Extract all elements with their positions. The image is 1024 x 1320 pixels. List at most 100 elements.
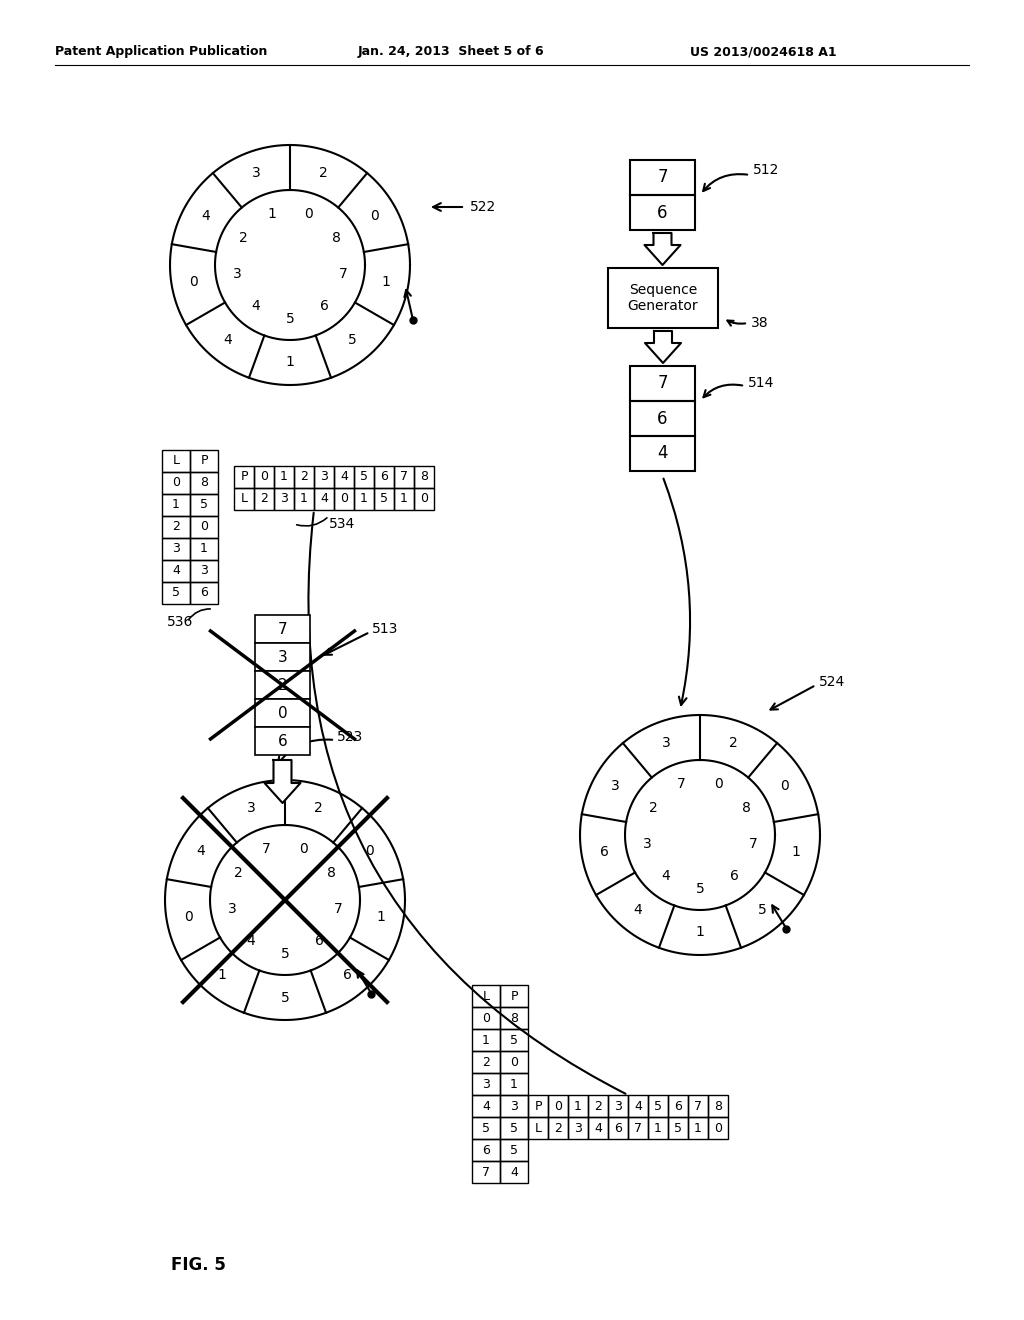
- Text: 5: 5: [380, 492, 388, 506]
- Text: L: L: [535, 1122, 542, 1134]
- Bar: [394, 466, 414, 488]
- Text: 6: 6: [343, 968, 352, 982]
- Text: 5: 5: [200, 499, 208, 511]
- Text: 6: 6: [321, 300, 329, 313]
- Text: 7: 7: [262, 842, 271, 857]
- Text: 4: 4: [197, 845, 205, 858]
- Text: 4: 4: [172, 565, 180, 578]
- Text: 0: 0: [714, 1122, 722, 1134]
- Bar: [472, 1096, 500, 1117]
- Bar: [255, 727, 310, 755]
- Bar: [274, 488, 294, 510]
- Text: 6: 6: [614, 1122, 622, 1134]
- Text: 8: 8: [200, 477, 208, 490]
- Text: 0: 0: [714, 777, 723, 791]
- Text: P: P: [535, 1100, 542, 1113]
- Bar: [190, 560, 218, 582]
- Text: 7: 7: [657, 375, 668, 392]
- Text: 5: 5: [482, 1122, 490, 1134]
- Bar: [500, 1051, 528, 1073]
- Text: 6: 6: [200, 586, 208, 599]
- Text: 3: 3: [482, 1077, 489, 1090]
- Text: 3: 3: [232, 268, 242, 281]
- Text: 0: 0: [260, 470, 268, 483]
- Text: 2: 2: [314, 801, 323, 816]
- Text: 7: 7: [694, 1100, 702, 1113]
- Text: 38: 38: [751, 315, 769, 330]
- Bar: [190, 450, 218, 473]
- Text: 6: 6: [657, 203, 668, 222]
- Polygon shape: [644, 234, 681, 265]
- Text: 7: 7: [749, 837, 758, 851]
- Text: 0: 0: [340, 492, 348, 506]
- Text: 0: 0: [200, 520, 208, 533]
- Text: 7: 7: [339, 268, 347, 281]
- Bar: [414, 488, 434, 510]
- Text: 523: 523: [337, 730, 364, 744]
- Text: 2: 2: [594, 1100, 602, 1113]
- Text: 5: 5: [759, 903, 767, 916]
- Text: 2: 2: [233, 866, 243, 880]
- Text: 8: 8: [333, 231, 341, 246]
- Text: 1: 1: [280, 470, 288, 483]
- Bar: [628, 1096, 648, 1117]
- Text: P: P: [510, 990, 518, 1002]
- Text: L: L: [241, 492, 248, 506]
- Text: 3: 3: [247, 801, 256, 816]
- Text: 534: 534: [329, 517, 355, 531]
- Bar: [500, 1096, 528, 1117]
- Bar: [628, 1117, 648, 1139]
- Bar: [472, 1007, 500, 1030]
- Bar: [294, 488, 314, 510]
- Bar: [548, 1096, 568, 1117]
- Text: 6: 6: [730, 870, 739, 883]
- Text: P: P: [241, 470, 248, 483]
- Bar: [374, 466, 394, 488]
- Text: 4: 4: [634, 1100, 642, 1113]
- Bar: [668, 1096, 688, 1117]
- Text: 3: 3: [172, 543, 180, 556]
- Text: Sequence
Generator: Sequence Generator: [628, 282, 698, 313]
- Bar: [162, 582, 190, 605]
- Text: 5: 5: [510, 1034, 518, 1047]
- Bar: [254, 466, 274, 488]
- Text: 6: 6: [380, 470, 388, 483]
- Text: 4: 4: [660, 870, 670, 883]
- Text: 7: 7: [278, 622, 288, 636]
- Text: 5: 5: [281, 946, 290, 961]
- Text: 0: 0: [420, 492, 428, 506]
- Text: 4: 4: [246, 935, 255, 948]
- Bar: [500, 1007, 528, 1030]
- Text: 3: 3: [663, 737, 671, 750]
- Text: 2: 2: [318, 166, 328, 181]
- Text: 5: 5: [286, 312, 294, 326]
- Bar: [162, 560, 190, 582]
- Text: Patent Application Publication: Patent Application Publication: [55, 45, 267, 58]
- Bar: [234, 488, 254, 510]
- Bar: [668, 1117, 688, 1139]
- Text: 1: 1: [654, 1122, 662, 1134]
- Text: 1: 1: [200, 543, 208, 556]
- Text: 1: 1: [382, 275, 390, 289]
- Text: 3: 3: [200, 565, 208, 578]
- Text: 5: 5: [348, 333, 357, 347]
- Bar: [548, 1117, 568, 1139]
- Bar: [630, 160, 695, 195]
- Text: 3: 3: [574, 1122, 582, 1134]
- Bar: [274, 466, 294, 488]
- Text: P: P: [201, 454, 208, 467]
- Bar: [414, 466, 434, 488]
- Text: 0: 0: [780, 779, 788, 793]
- Bar: [500, 1162, 528, 1183]
- Bar: [255, 615, 310, 643]
- Text: L: L: [172, 454, 179, 467]
- Text: 2: 2: [260, 492, 268, 506]
- Text: 1: 1: [694, 1122, 701, 1134]
- Bar: [162, 450, 190, 473]
- Bar: [630, 366, 695, 401]
- Bar: [608, 1117, 628, 1139]
- Text: 7: 7: [657, 169, 668, 186]
- Text: 3: 3: [321, 470, 328, 483]
- Bar: [190, 516, 218, 539]
- Bar: [162, 494, 190, 516]
